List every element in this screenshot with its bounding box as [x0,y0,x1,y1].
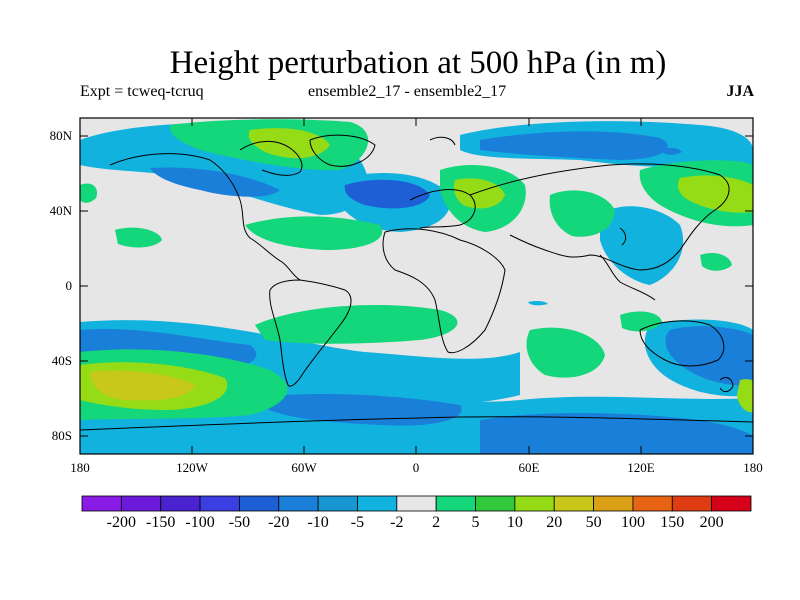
colorbar-label: -20 [268,514,290,531]
lon-label-120e: 120E [627,460,655,475]
colorbar-label: -50 [228,514,251,531]
colorbar-label: -100 [185,514,215,531]
lat-label-80n: 80N [49,128,72,143]
colorbar-swatch [396,495,437,512]
colorbar-swatch [475,495,516,512]
lat-label-80s: 80S [51,428,72,443]
latitude-ticks [80,135,753,437]
colorbar-swatch [711,495,752,512]
season-label: JJA [726,83,754,100]
lon-label-120w: 120W [176,460,208,475]
colorbar-swatch [593,495,634,512]
lon-label-180-east: 180 [743,460,763,475]
colorbar-swatch [632,495,673,512]
colorbar-swatch [239,495,280,512]
lat-label-0: 0 [65,278,73,293]
colorbar-label: 2 [432,514,441,531]
colorbar-label: -5 [350,514,365,531]
longitude-ticks [191,118,642,454]
lat-label-40n: 40N [49,203,72,218]
ensemble-label: ensemble2_17 - ensemble2_17 [308,83,507,100]
colorbar-swatch [514,495,555,512]
map-frame [80,118,753,454]
colorbar-swatch [81,495,122,512]
lon-label-60e: 60E [518,460,540,475]
map-title: Height perturbation at 500 hPa (in m) [169,45,667,81]
colorbar-swatch [357,495,398,512]
experiment-label: Expt = tcweq-tcruq [80,83,204,100]
colorbar-label: -2 [390,514,404,531]
colorbar-label: 20 [546,514,563,531]
strong-positive-areas [80,128,753,413]
colorbar-label: -150 [146,514,176,531]
colorbar-swatch [120,495,162,512]
colorbar-swatch [317,495,358,512]
lat-label-40s: 40S [51,353,72,368]
colorbar-label: 200 [699,514,724,531]
coastlines [80,134,753,431]
colorbar-swatch [278,495,319,512]
colorbar-label: -10 [307,514,329,531]
colorbar-label: 10 [506,514,523,531]
colorbar-label: 50 [585,514,602,531]
lon-label-0: 0 [412,460,420,475]
colorbar-swatch [553,495,594,512]
colorbar-swatch [160,495,201,512]
lon-label-180-west: 180 [70,460,90,475]
colorbar-swatch [435,495,476,512]
colorbar-label: -200 [106,514,136,531]
colorbar-label: 150 [660,514,685,531]
colorbar [81,495,752,512]
colorbar-swatch [199,495,240,512]
colorbar-swatch [671,495,713,512]
lon-label-60w: 60W [291,460,317,475]
minor-negative-spots [528,147,682,306]
colorbar-label: 5 [471,514,480,531]
colorbar-label: 100 [620,514,645,531]
